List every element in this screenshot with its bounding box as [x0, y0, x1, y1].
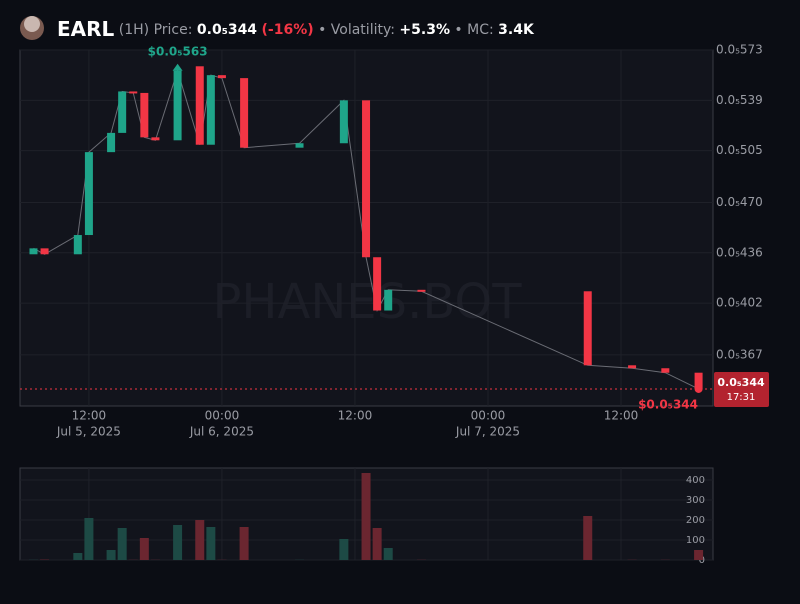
candle-body	[661, 368, 669, 372]
volume-bar	[73, 553, 82, 560]
price: 0.0₅344	[197, 22, 257, 38]
candle-body	[140, 93, 148, 137]
candle-body	[207, 75, 215, 145]
volume-bar	[206, 527, 215, 560]
volume-tick-label: 400	[686, 475, 705, 486]
y-tick-label: 0.0₅573	[716, 43, 763, 57]
candle-body	[340, 100, 348, 143]
volume-bar	[339, 539, 348, 560]
volume-bar	[240, 527, 249, 560]
y-tick-label: 0.0₅402	[716, 296, 763, 310]
y-tick-label: 0.0₅470	[716, 195, 763, 209]
volume-bar	[195, 520, 204, 560]
volume-bar	[107, 550, 116, 560]
price-tag-label: 0.0₅344	[717, 376, 765, 389]
x-tick-label: 00:00	[205, 409, 240, 423]
y-tick-label: 0.0₅367	[716, 347, 763, 361]
x-tick-label: 12:00	[338, 409, 373, 423]
y-tick-label: 0.0₅539	[716, 93, 763, 107]
volume-bar	[384, 548, 393, 560]
last-price-dot	[695, 385, 703, 393]
symbol: EARL	[57, 17, 115, 41]
volume-bar	[373, 528, 382, 560]
x-date-label: Jul 5, 2025	[56, 425, 121, 439]
candle-body	[196, 66, 204, 144]
candle-body	[373, 257, 381, 310]
x-tick-label: 12:00	[604, 409, 639, 423]
candle-body	[74, 235, 82, 254]
candle-body	[174, 71, 182, 141]
candle-body	[584, 291, 592, 365]
interval: (1H)	[119, 22, 149, 38]
candle-body	[362, 100, 370, 257]
volume-tick-label: 200	[686, 515, 705, 526]
volume-bar	[118, 528, 127, 560]
change: (-16%)	[262, 22, 314, 38]
volume-bar	[173, 525, 182, 560]
candle-body	[107, 133, 115, 152]
volume-bar	[140, 538, 149, 560]
volatility: +5.3%	[399, 22, 450, 38]
volume-tick-label: 300	[686, 495, 705, 506]
y-tick-label: 0.0₅436	[716, 245, 763, 259]
x-date-label: Jul 7, 2025	[455, 425, 520, 439]
volume-tick-label: 100	[686, 535, 705, 546]
volume-bar	[362, 473, 371, 560]
candle-body	[151, 137, 159, 140]
candle-body	[296, 143, 304, 147]
volume-bar	[583, 516, 592, 560]
x-tick-label: 12:00	[72, 409, 107, 423]
price-label: Price:	[154, 22, 193, 38]
y-tick-label: 0.0₅505	[716, 143, 763, 157]
volume-bar	[694, 550, 703, 560]
candle-body	[29, 248, 37, 254]
candle-body	[41, 248, 49, 254]
candle-body	[218, 75, 226, 78]
token-icon-detail	[24, 16, 40, 32]
candle-body	[417, 290, 425, 292]
price-tag-time: 17:31	[727, 392, 756, 403]
candle-body	[240, 78, 248, 148]
volume-bar	[84, 518, 93, 560]
candle-body	[628, 365, 636, 368]
x-tick-label: 00:00	[471, 409, 506, 423]
candle-body	[85, 152, 93, 235]
volatility-label: • Volatility:	[318, 22, 395, 38]
mc-label: • MC:	[454, 22, 493, 38]
last-price-label: $0.0₅344	[638, 398, 698, 412]
high-label: $0.0₅563	[148, 45, 208, 59]
candle-body	[384, 290, 392, 311]
mc: 3.4K	[498, 22, 535, 38]
candle-body	[118, 91, 126, 132]
candle-body	[129, 91, 137, 93]
x-date-label: Jul 6, 2025	[189, 425, 254, 439]
watermark: PHANES.BOT	[212, 274, 522, 330]
